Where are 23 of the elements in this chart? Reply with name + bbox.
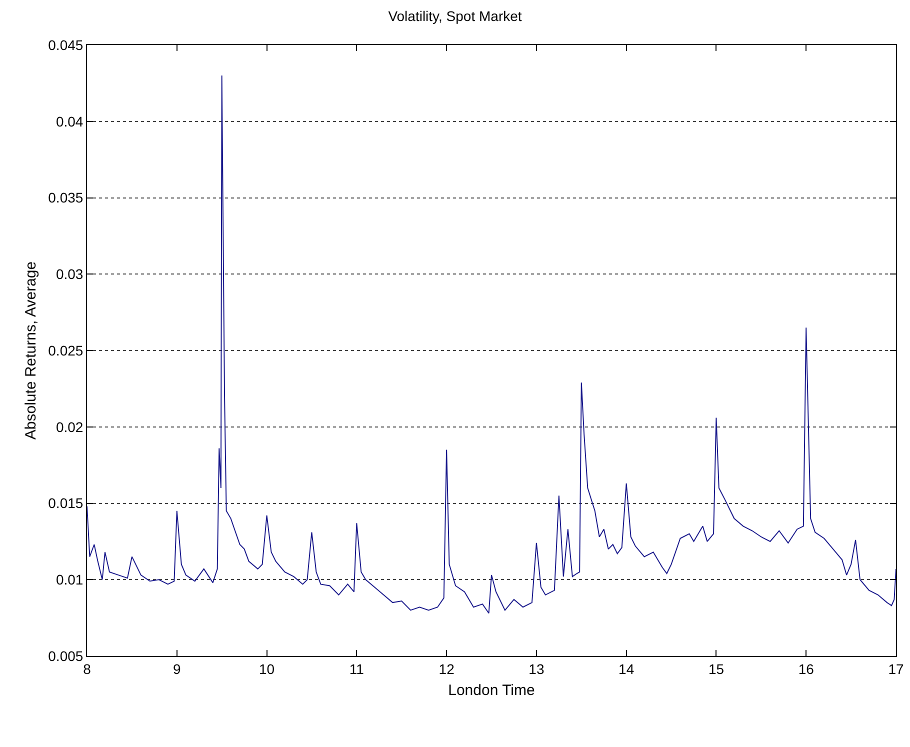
y-tick-label: 0.015 xyxy=(48,495,84,512)
y-axis-title: Absolute Returns, Average xyxy=(22,261,40,440)
x-tick-label: 15 xyxy=(708,660,724,677)
x-tick-label: 16 xyxy=(798,660,814,677)
y-tick-label: 0.035 xyxy=(48,190,84,206)
y-tick-label: 0.02 xyxy=(56,418,84,435)
y-tick-label: 0.005 xyxy=(48,648,84,664)
y-tick-label: 0.04 xyxy=(56,113,84,130)
x-tick-label: 14 xyxy=(618,660,634,677)
x-tick-label: 10 xyxy=(258,660,275,677)
x-tick-label: 17 xyxy=(888,660,904,677)
y-tick-label: 0.045 xyxy=(48,36,84,53)
chart-title: Volatility, Spot Market xyxy=(388,8,522,24)
x-tick-label: 11 xyxy=(349,660,364,677)
x-tick-label: 9 xyxy=(172,660,181,677)
x-tick-label: 13 xyxy=(528,660,544,677)
y-tick-label: 0.01 xyxy=(56,572,84,588)
x-tick-label: 12 xyxy=(438,660,455,677)
x-tick-label: 8 xyxy=(83,660,92,677)
y-tick-label: 0.025 xyxy=(48,342,84,358)
x-axis-title: London Time xyxy=(448,682,535,699)
line-series xyxy=(87,75,896,614)
y-tick-label: 0.03 xyxy=(56,266,84,282)
